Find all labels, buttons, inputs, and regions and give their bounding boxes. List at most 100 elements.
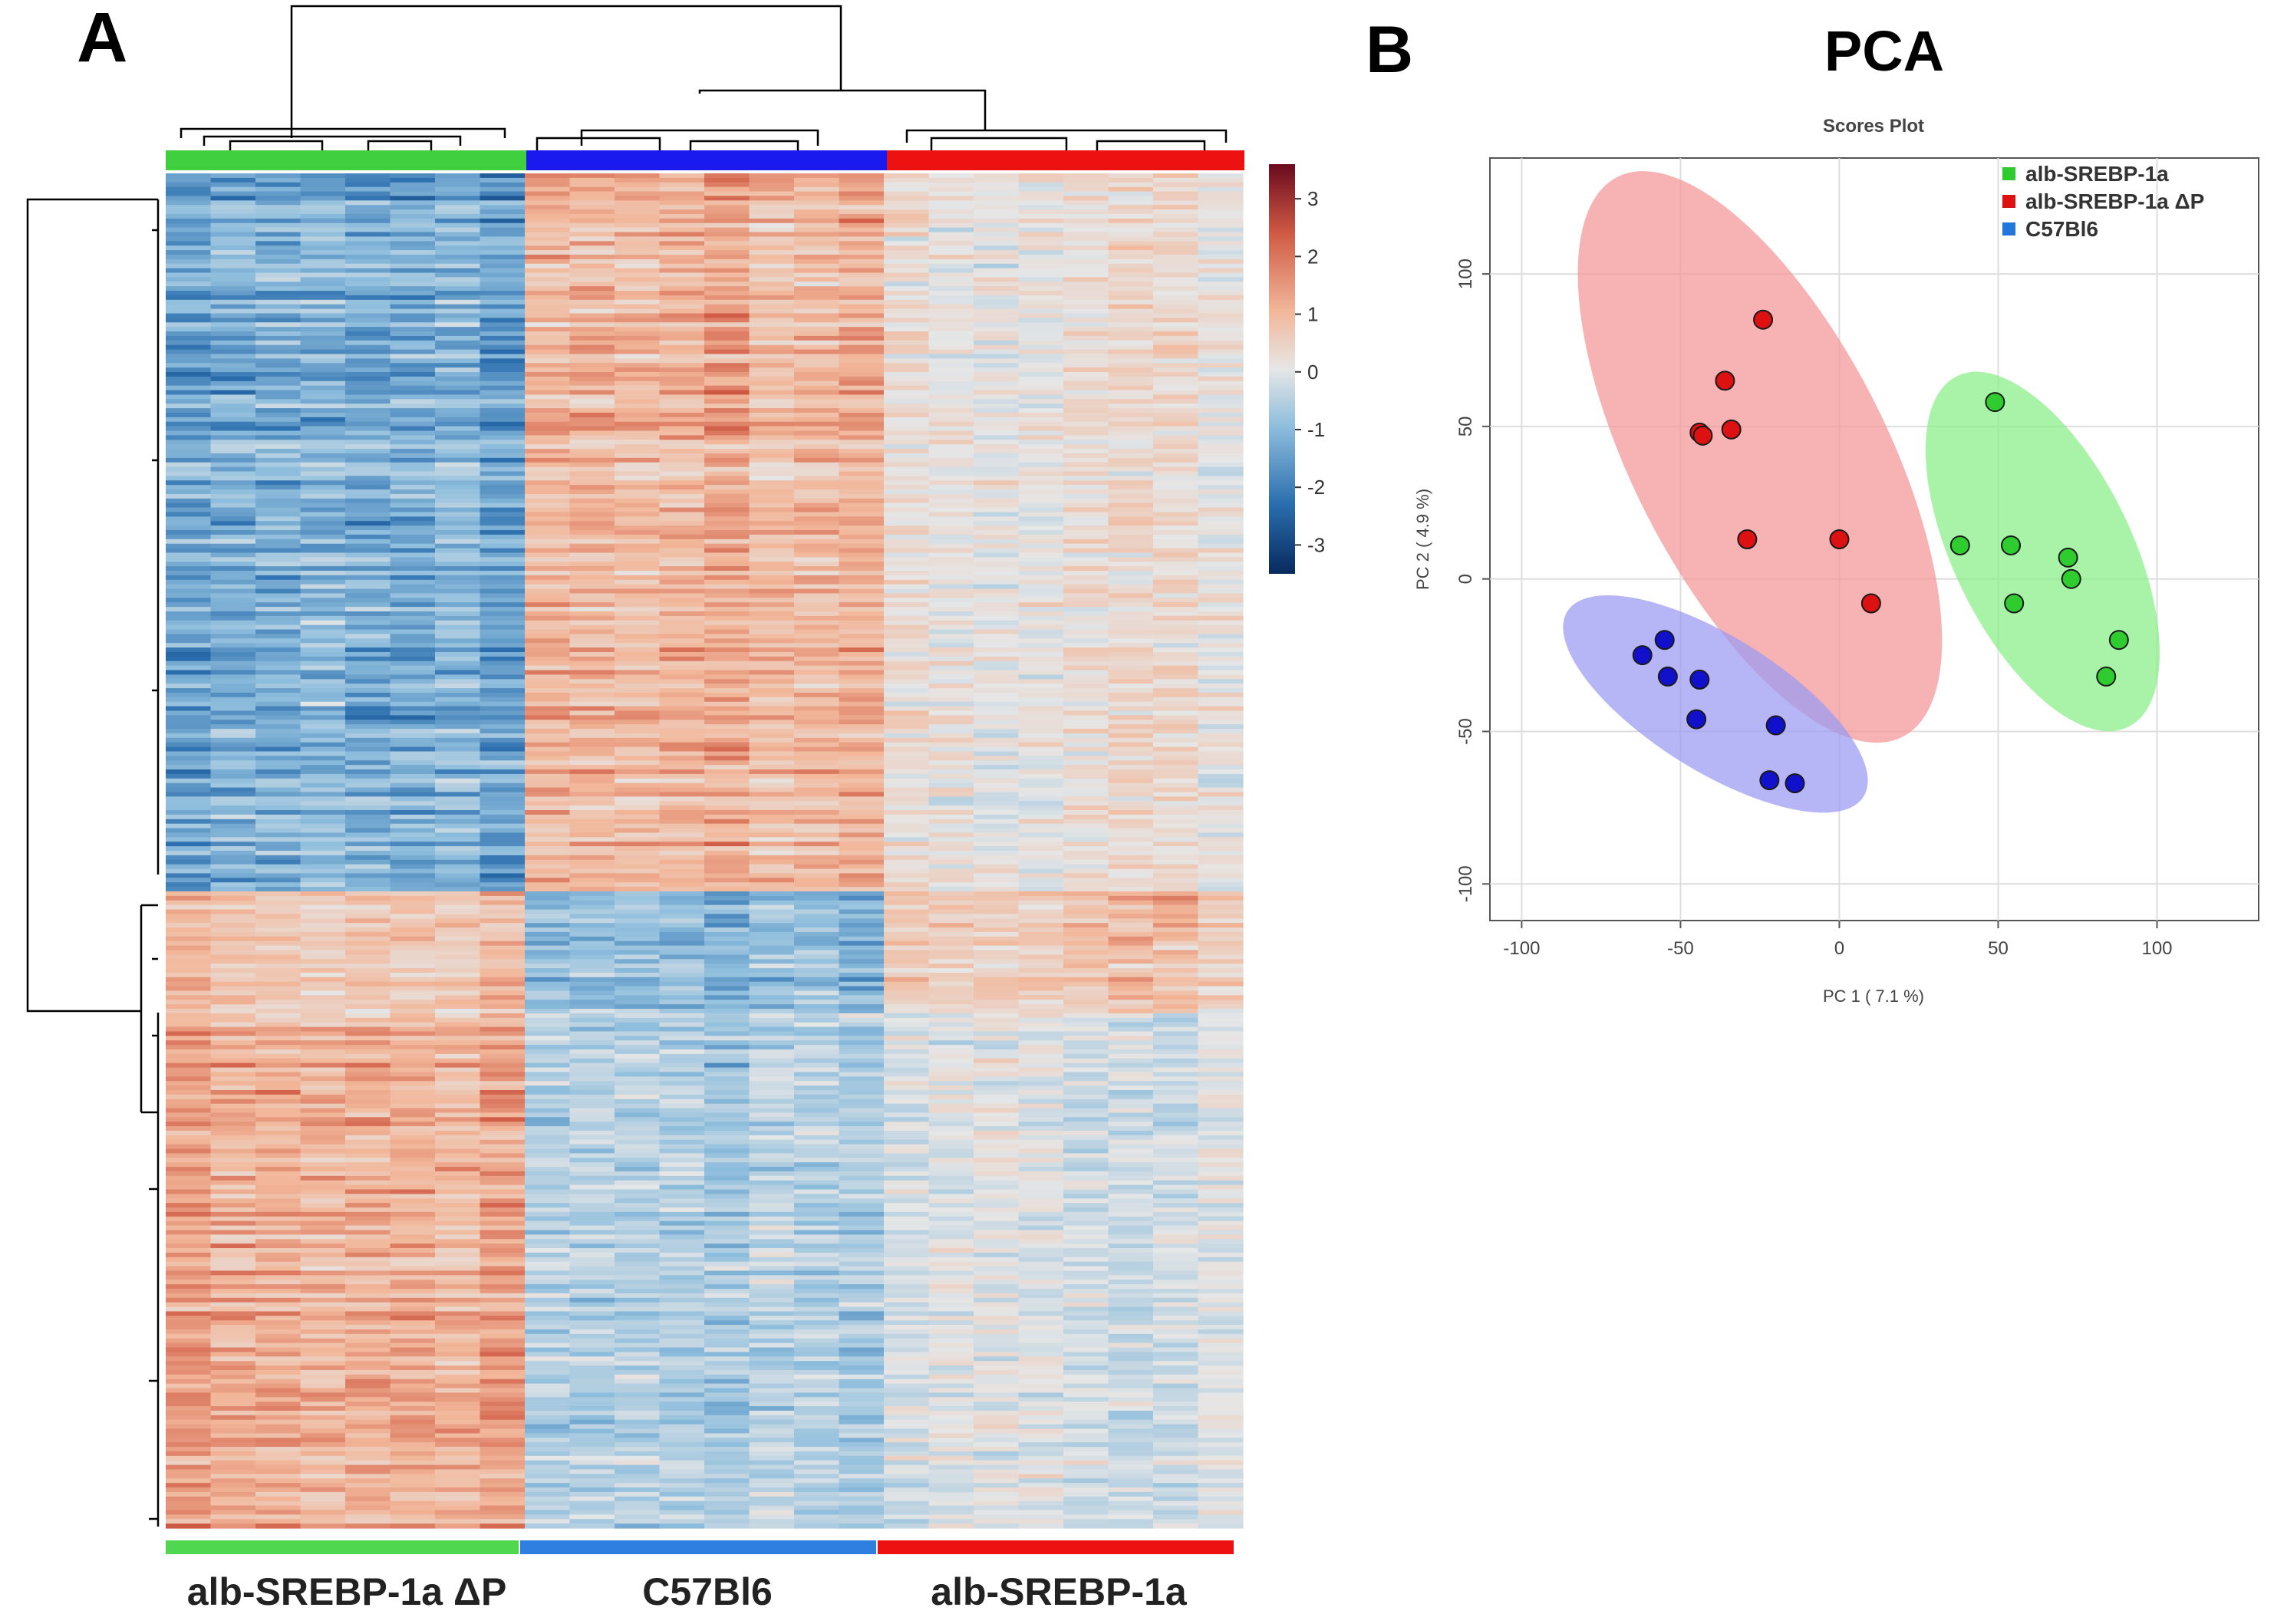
heatmap-cell — [1153, 733, 1199, 739]
heatmap-cell — [1153, 259, 1199, 265]
heatmap-cell — [166, 787, 212, 793]
heatmap-cell — [525, 598, 571, 603]
heatmap-cell — [345, 250, 391, 255]
heatmap-cell — [1108, 272, 1154, 278]
heatmap-cell — [390, 327, 436, 332]
heatmap-cell — [569, 972, 615, 978]
heatmap-cell — [974, 552, 1020, 558]
heatmap-cell — [345, 552, 391, 558]
heatmap-cell — [435, 864, 481, 870]
heatmap-cell — [749, 498, 795, 504]
heatmap-cell — [345, 990, 391, 996]
heatmap-cell — [435, 534, 481, 540]
heatmap-cell — [659, 534, 705, 540]
heatmap-cell — [704, 760, 750, 766]
heatmap-cell — [884, 782, 930, 789]
heatmap-cell — [390, 859, 436, 865]
heatmap-cell — [928, 191, 974, 197]
heatmap-cell — [345, 729, 391, 734]
heatmap-cell — [435, 986, 481, 992]
heatmap-cell — [974, 1085, 1020, 1091]
heatmap-cell — [435, 720, 481, 725]
heatmap-cell — [615, 598, 661, 603]
heatmap-cell — [704, 354, 750, 359]
heatmap-cell — [255, 245, 302, 251]
heatmap-cell — [794, 701, 840, 707]
heatmap-cell — [435, 408, 481, 413]
heatmap-cell — [839, 349, 885, 355]
heatmap-cell — [1108, 918, 1154, 924]
heatmap-cell — [704, 977, 750, 983]
heatmap-cell — [166, 512, 212, 517]
heatmap-cell — [210, 575, 256, 581]
heatmap-cell — [255, 440, 302, 445]
heatmap-cell — [1018, 598, 1064, 603]
heatmap-cell — [749, 566, 795, 572]
heatmap-cell — [255, 968, 302, 973]
heatmap-cell — [1108, 634, 1154, 639]
heatmap-cell — [255, 588, 302, 595]
heatmap-cell — [749, 476, 795, 481]
heatmap-cell — [525, 308, 571, 315]
heatmap-cell — [390, 562, 436, 567]
heatmap-cell — [1108, 498, 1154, 504]
heatmap-cell — [659, 643, 705, 648]
heatmap-cell — [794, 882, 840, 888]
heatmap-cell — [794, 801, 840, 806]
heatmap-cell — [345, 502, 391, 509]
heatmap-cell — [704, 372, 750, 377]
heatmap-cell — [1063, 977, 1109, 983]
heatmap-cell — [749, 954, 795, 960]
heatmap-cell — [659, 1004, 705, 1010]
heatmap-cell — [884, 986, 930, 992]
heatmap-cell — [525, 968, 571, 973]
heatmap-cell — [749, 904, 795, 911]
heatmap-cell — [974, 390, 1020, 396]
heatmap-cell — [659, 498, 705, 504]
heatmap-cell — [480, 213, 526, 219]
heatmap-cell — [1018, 1076, 1064, 1082]
heatmap-cell — [300, 191, 346, 197]
heatmap-cell — [1153, 471, 1199, 477]
heatmap-cell — [569, 819, 615, 825]
heatmap-cell — [300, 394, 346, 400]
heatmap-cell — [525, 1089, 571, 1095]
heatmap-cell — [1018, 778, 1064, 784]
heatmap-cell — [839, 430, 885, 436]
heatmap-cell — [435, 909, 481, 915]
heatmap-cell — [166, 855, 212, 861]
heatmap-cell — [839, 1049, 885, 1055]
heatmap-cell — [166, 367, 212, 373]
heatmap-cell — [1063, 548, 1109, 554]
heatmap-cell — [974, 426, 1020, 432]
heatmap-cell — [749, 277, 795, 282]
heatmap-cell — [659, 805, 705, 811]
heatmap-cell — [1018, 259, 1064, 265]
heatmap-cell — [255, 308, 302, 315]
heatmap-cell — [569, 584, 615, 590]
heatmap-cell — [345, 904, 391, 911]
heatmap-cell — [1198, 647, 1244, 653]
heatmap-cell — [794, 643, 840, 648]
heatmap-cell — [480, 367, 526, 373]
heatmap-cell — [1198, 430, 1244, 436]
heatmap-cell — [480, 814, 526, 820]
heatmap-cell — [928, 1058, 974, 1064]
heatmap-cell — [569, 688, 615, 693]
heatmap-cell — [1018, 318, 1064, 323]
heatmap-cell — [300, 891, 346, 897]
heatmap-cell — [525, 548, 571, 554]
heatmap-cell — [1108, 227, 1154, 233]
heatmap-cell — [480, 1004, 526, 1010]
heatmap-cell — [480, 679, 526, 684]
heatmap-cell — [166, 534, 212, 540]
heatmap-cell — [928, 521, 974, 526]
heatmap-cell — [839, 778, 885, 784]
heatmap-cell — [345, 295, 391, 301]
heatmap-cell — [704, 864, 750, 870]
heatmap-cell — [884, 1022, 930, 1028]
heatmap-cell — [974, 918, 1020, 924]
heatmap-cell — [210, 923, 256, 928]
heatmap-cell — [255, 263, 302, 269]
heatmap-cell — [480, 471, 526, 477]
